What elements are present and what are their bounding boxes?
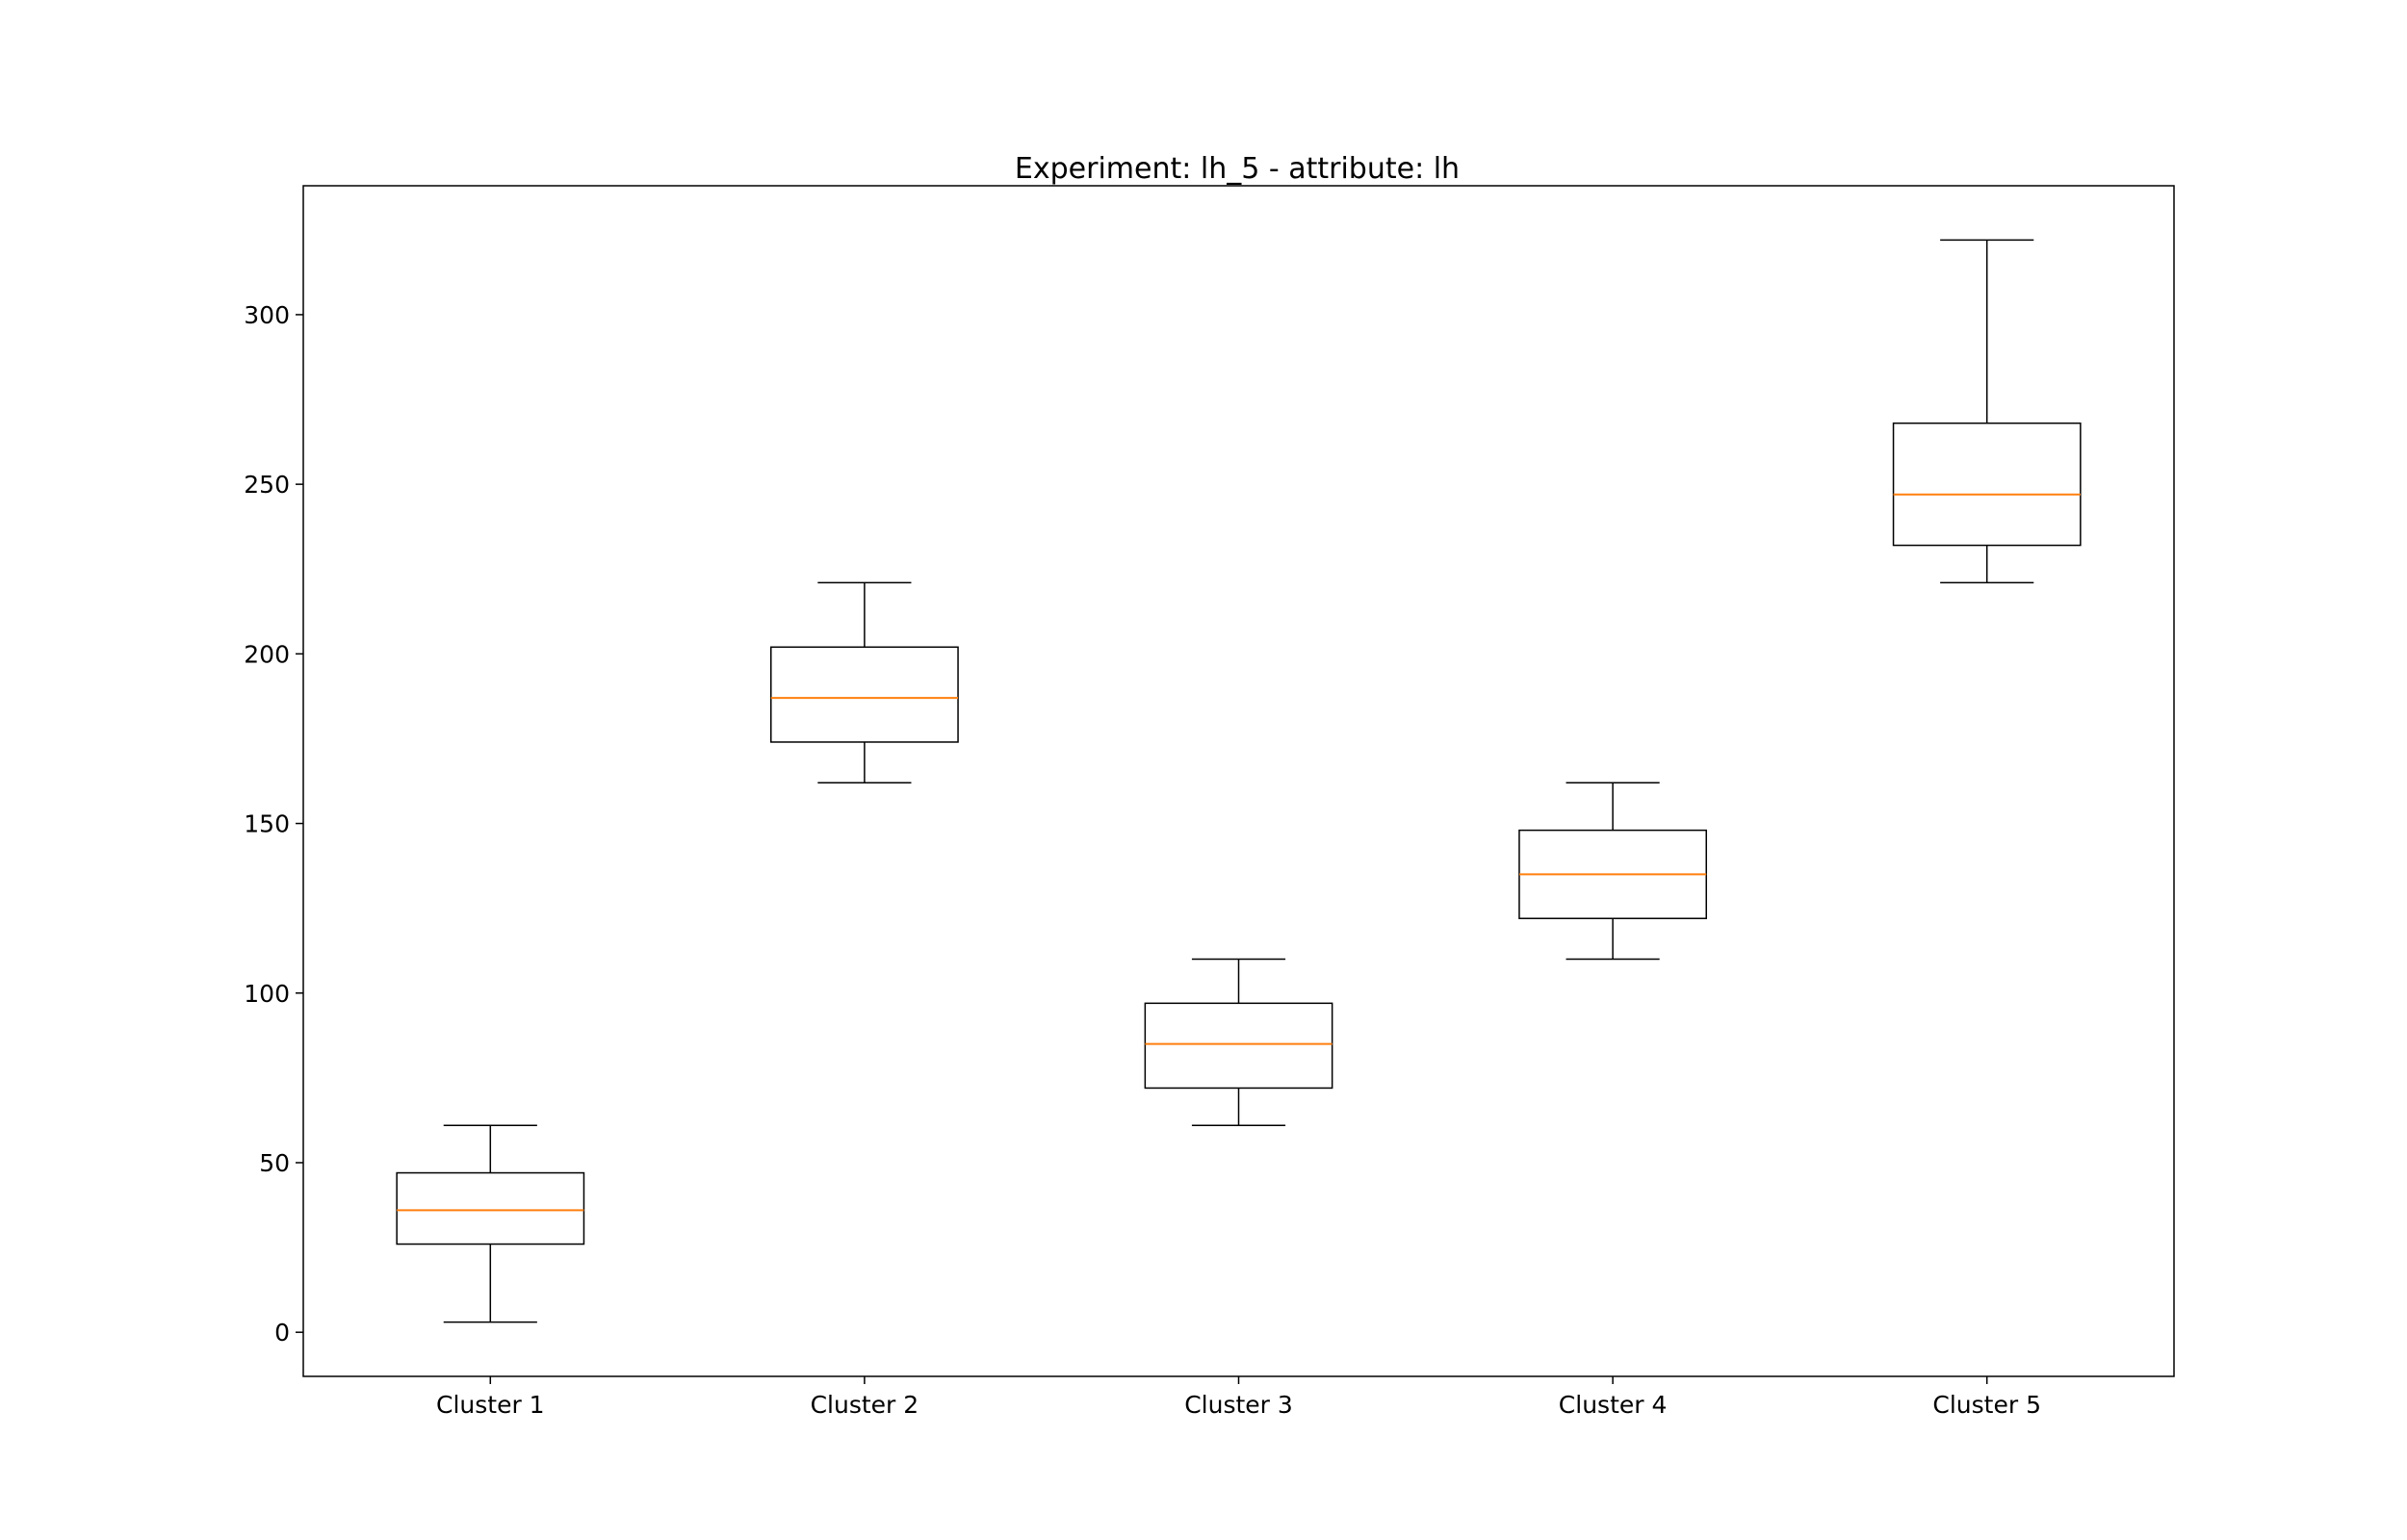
y-tick-label: 100	[244, 980, 290, 1008]
box-group	[1518, 782, 1707, 961]
y-tick-label: 250	[244, 471, 290, 499]
y-tick-label: 300	[244, 301, 290, 329]
x-tick-label: Cluster 5	[1932, 1391, 2041, 1419]
box-group	[1144, 958, 1333, 1126]
chart-title: Experiment: lh_5 - attribute: lh	[1015, 152, 1460, 186]
axes: Cluster 1 Cluster 2 Cluster 3 Cluster 4 Clus…	[244, 301, 2041, 1419]
box-group	[396, 1124, 585, 1323]
plot-area	[396, 239, 2082, 1323]
y-tick-label: 50	[259, 1149, 290, 1177]
y-tick-label: 150	[244, 810, 290, 838]
box-group	[1892, 239, 2082, 584]
box-iqr	[770, 646, 959, 743]
box-group	[770, 581, 959, 784]
x-tick-label: Cluster 3	[1184, 1391, 1293, 1419]
box-iqr	[1144, 1002, 1333, 1090]
box-iqr	[1892, 422, 2082, 547]
x-tick-label: Cluster 4	[1559, 1391, 1668, 1419]
box-iqr	[396, 1171, 585, 1245]
y-tick-label: 0	[274, 1319, 290, 1347]
x-tick-label: Cluster 1	[436, 1391, 545, 1419]
y-tick-label: 200	[244, 640, 290, 668]
x-tick-label: Cluster 2	[811, 1391, 919, 1419]
plot-frame	[302, 185, 2175, 1377]
